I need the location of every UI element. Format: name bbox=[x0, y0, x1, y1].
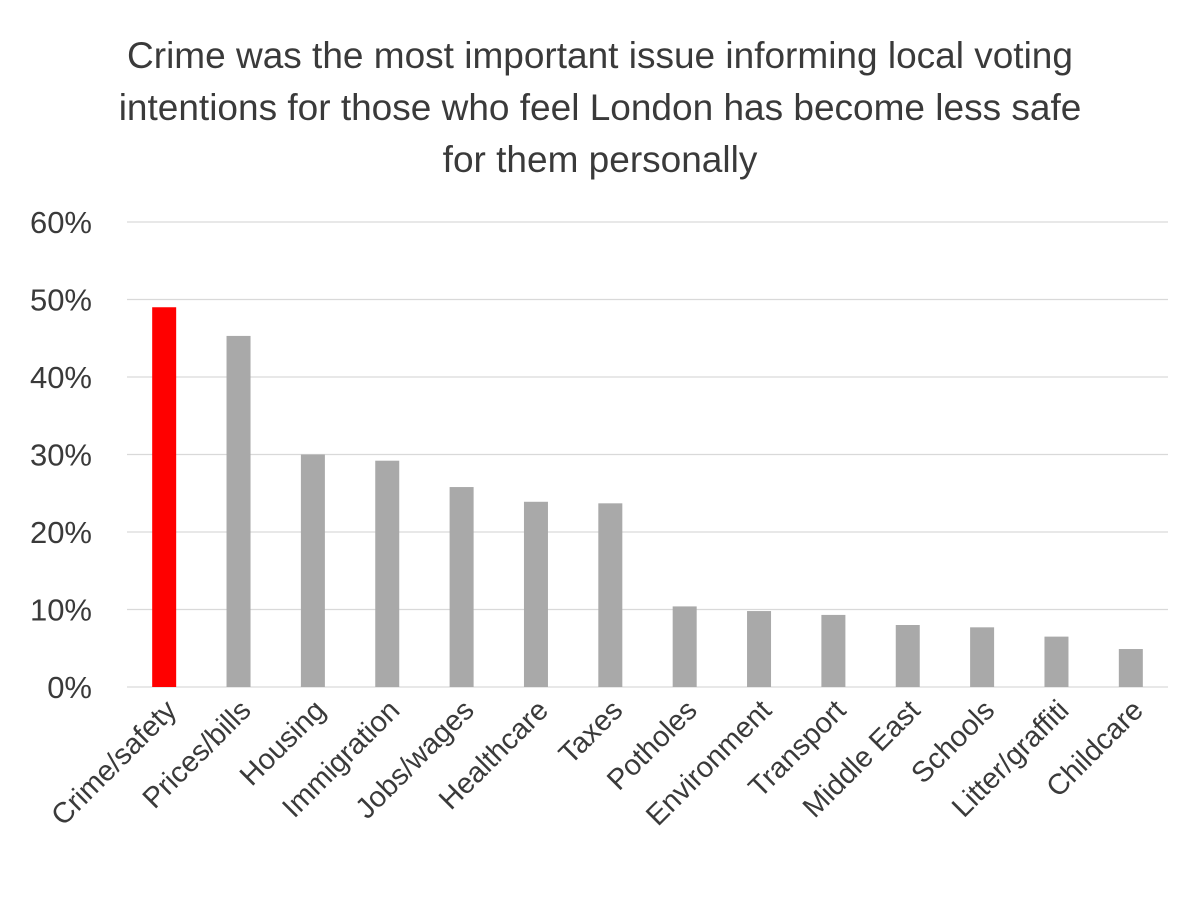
y-tick-label: 50% bbox=[30, 283, 92, 318]
bar-immigration bbox=[375, 460, 400, 687]
chart-title: Crime was the most important issue infor… bbox=[118, 35, 1082, 180]
y-tick-label: 0% bbox=[47, 670, 92, 705]
bars bbox=[152, 307, 1143, 687]
bar-healthcare bbox=[523, 501, 548, 687]
y-tick-label: 60% bbox=[30, 205, 92, 240]
bar-transport bbox=[821, 614, 846, 687]
bar-crime-safety bbox=[152, 307, 177, 687]
bar-childcare bbox=[1118, 649, 1143, 687]
bar-middle-east bbox=[895, 625, 920, 687]
y-tick-label: 10% bbox=[30, 593, 92, 628]
bar-environment bbox=[747, 611, 772, 687]
y-axis-ticks: 0% 10% 20% 30% 40% 50% 60% bbox=[30, 205, 92, 705]
x-axis-labels: Crime/safetyPrices/billsHousingImmigrati… bbox=[45, 694, 1149, 832]
bar-litter-graffiti bbox=[1044, 636, 1069, 687]
bar-housing bbox=[300, 454, 325, 687]
bar-jobs-wages bbox=[449, 487, 474, 687]
y-tick-label: 30% bbox=[30, 438, 92, 473]
bar-schools bbox=[970, 627, 995, 687]
bar-prices-bills bbox=[226, 335, 251, 687]
gridlines bbox=[127, 221, 1168, 688]
bar-potholes bbox=[672, 606, 697, 687]
bar-taxes bbox=[598, 503, 623, 687]
y-tick-label: 20% bbox=[30, 515, 92, 550]
y-tick-label: 40% bbox=[30, 360, 92, 395]
